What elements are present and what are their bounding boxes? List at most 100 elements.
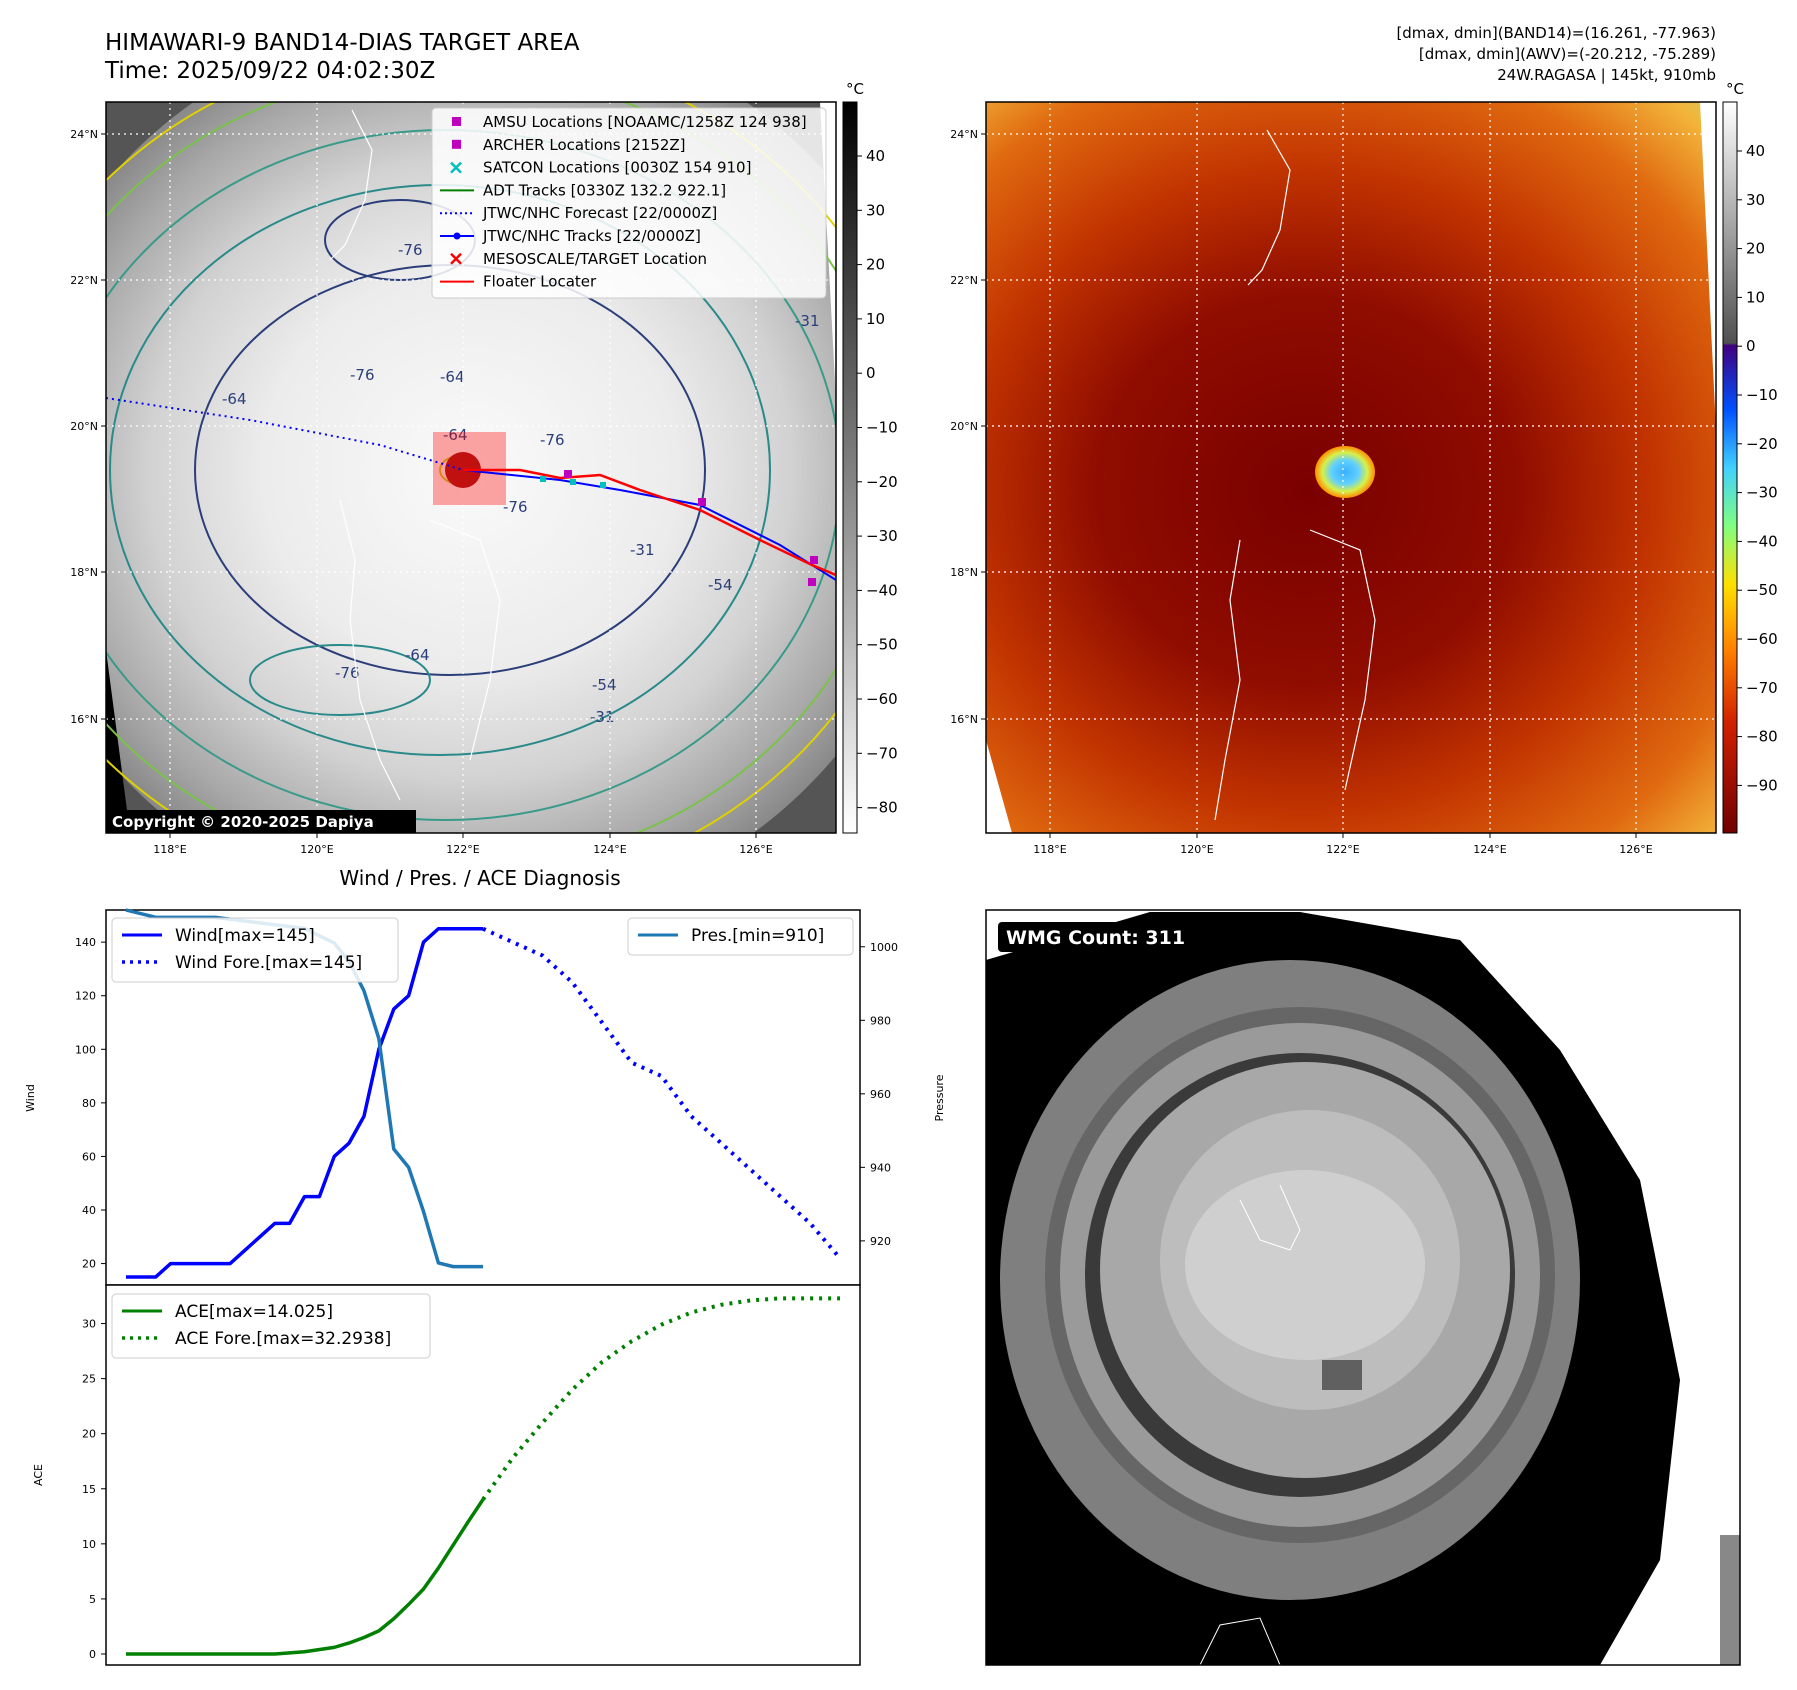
wmg-label-box: [998, 922, 1203, 952]
figure-title: HIMAWARI-9 BAND14-DIAS TARGET AREA: [105, 30, 580, 56]
map-legend-label: MESOSCALE/TARGET Location: [483, 250, 707, 268]
pres-y-tick: 960: [870, 1088, 891, 1101]
awv-lon-tick: 124°E: [1473, 843, 1506, 856]
wmg-coastline-south: [1199, 1617, 1281, 1665]
ace-line: [126, 1498, 485, 1656]
ir-map-frame: [105, 101, 837, 834]
diagnosis-title: Wind / Pres. / ACE Diagnosis: [339, 866, 620, 890]
ace-y-tick: 30: [82, 1318, 96, 1331]
wind-y-ticks: 20 40 60 80 100 120 140: [75, 936, 106, 1271]
awv-colorbar-tick: 0: [1746, 337, 1756, 355]
ir-colorbar-tick: −60: [866, 690, 898, 708]
awv-colorbar-tick: 30: [1746, 191, 1765, 209]
awv-nodata-right: [1700, 102, 1716, 430]
awv-lon-ticks: 118°E 120°E 122°E 124°E 126°E: [1033, 833, 1653, 856]
copyright-box: [106, 810, 416, 833]
ir-lon-tick: 126°E: [739, 843, 772, 856]
copyright-text: Copyright © 2020-2025 Dapiya: [112, 813, 374, 831]
ir-nodata-left: [106, 650, 130, 833]
contour-label: -54: [592, 676, 617, 694]
ir-colorbar-bar: [842, 101, 858, 834]
contour-label: -31: [795, 312, 820, 330]
awv-eye: [1315, 446, 1375, 498]
ace-fore-legend-label: ACE Fore.[max=32.2938]: [175, 1329, 391, 1349]
ace-panel: 0 5 10 15 20 25 30 ACE ACE[max=14.025] ACE For…: [32, 1284, 861, 1666]
awv-nodata-left: [986, 740, 1012, 833]
awv-colorbar-tick: −50: [1746, 581, 1778, 599]
map-legend-label: Floater Locater: [483, 273, 597, 291]
wmg-panel: WMG Count: 311: [985, 909, 1741, 1666]
awv-colorbar-tick: 10: [1746, 288, 1765, 306]
awv-colorbar-tick: −30: [1746, 484, 1778, 502]
ace-y-tick: 5: [89, 1593, 96, 1606]
map-legend-swatch: [452, 139, 461, 149]
wind-y-tick: 120: [75, 990, 96, 1003]
ir-colorbar-tick: −70: [866, 744, 898, 762]
ir-colorbar-tick: −50: [866, 636, 898, 654]
ace-y-tick: 10: [82, 1538, 96, 1551]
ace-y-tick: 25: [82, 1373, 96, 1386]
wind-line: [126, 927, 483, 1279]
wmg-edge-block: [1720, 1535, 1740, 1665]
ace-legend-label: ACE[max=14.025]: [175, 1302, 333, 1322]
awv-colorbar-unit: °C: [1726, 80, 1744, 98]
contour-label: -76: [335, 664, 360, 682]
ir-colorbar-tick: 0: [866, 364, 876, 382]
wind-y-tick: 20: [82, 1258, 96, 1271]
ir-colorbar-tick: −30: [866, 527, 898, 545]
ir-colorbar-tick: 10: [866, 310, 885, 328]
awv-lat-tick: 16°N: [950, 713, 978, 726]
awv-colorbar-tick: −80: [1746, 728, 1778, 746]
info-band14: [dmax, dmin](BAND14)=(16.261, -77.963): [1396, 24, 1716, 42]
awv-colorbar: °C 40 30 20 10 0 −10 −20 −30 −40 −50 −60 −70 −80 −90: [1722, 80, 1778, 834]
wind-pres-panel: 20 40 60 80 100 120 140 920 940 960 980 1000 Wind …: [24, 908, 946, 1286]
awv-storm-field: [986, 102, 1716, 833]
ir-colorbar-tick: 40: [866, 147, 885, 165]
awv-lat-tick: 18°N: [950, 566, 978, 579]
ir-lat-tick: 22°N: [70, 274, 98, 287]
map-legend-swatch: [450, 252, 462, 265]
awv-lat-tick: 24°N: [950, 128, 978, 141]
ir-lon-tick: 124°E: [593, 843, 626, 856]
ir-colorbar: °C 40 30 20 10 0 −10 −20 −30 −40 −50 −60 −70 −80: [842, 80, 898, 834]
ir-lat-ticks: 24°N 22°N 20°N 18°N 16°N: [70, 128, 106, 726]
awv-lon-tick: 122°E: [1326, 843, 1359, 856]
contour-label: -64: [405, 646, 430, 664]
ir-lat-tick: 24°N: [70, 128, 98, 141]
map-legend-swatch: [450, 161, 462, 174]
wind-legend: Wind[max=145] Wind Fore.[max=145]: [111, 917, 399, 983]
wmg-eye-core: [1322, 1360, 1362, 1390]
ace-y-ticks: 0 5 10 15 20 25 30: [82, 1318, 106, 1661]
jtwc-forecast-track: [106, 397, 464, 471]
ir-lat-tick: 16°N: [70, 713, 98, 726]
awv-colorbar-tick: −20: [1746, 435, 1778, 453]
wind-y-tick: 40: [82, 1204, 96, 1217]
ir-coastlines: [329, 109, 501, 801]
contour-label: -76: [540, 431, 565, 449]
ace-forecast-line: [481, 1296, 840, 1501]
amsu-markers: [564, 470, 818, 586]
ace-legend: ACE[max=14.025] ACE Fore.[max=32.2938]: [111, 1293, 431, 1359]
wmg-band-7: [1185, 1170, 1425, 1360]
awv-lon-tick: 126°E: [1619, 843, 1652, 856]
ace-y-tick: 20: [82, 1428, 96, 1441]
ace-ylabel: ACE: [32, 1464, 45, 1486]
pres-ylabel: Pressure: [933, 1074, 946, 1121]
contour-label: -64: [443, 426, 468, 444]
ir-lon-tick: 120°E: [300, 843, 333, 856]
map-legend-swatch: [440, 232, 474, 240]
ir-colorbar-tick: −40: [866, 581, 898, 599]
map-legend-label: ARCHER Locations [2152Z]: [483, 136, 686, 154]
pres-legend: Pres.[min=910]: [627, 917, 854, 956]
ir-lon-ticks: 118°E 120°E 122°E 124°E 126°E: [153, 833, 773, 856]
wmg-label: WMG Count: 311: [1006, 927, 1185, 949]
awv-colorbar-tick: 40: [1746, 142, 1765, 160]
awv-lat-tick: 20°N: [950, 420, 978, 433]
pres-y-tick: 980: [870, 1014, 891, 1027]
ir-colorbar-tick: −10: [866, 419, 898, 437]
awv-map-frame: [985, 101, 1717, 834]
map-legend-swatch: [452, 117, 461, 126]
wind-fore-legend-label: Wind Fore.[max=145]: [175, 953, 362, 973]
wind-forecast-line: [482, 926, 842, 1260]
